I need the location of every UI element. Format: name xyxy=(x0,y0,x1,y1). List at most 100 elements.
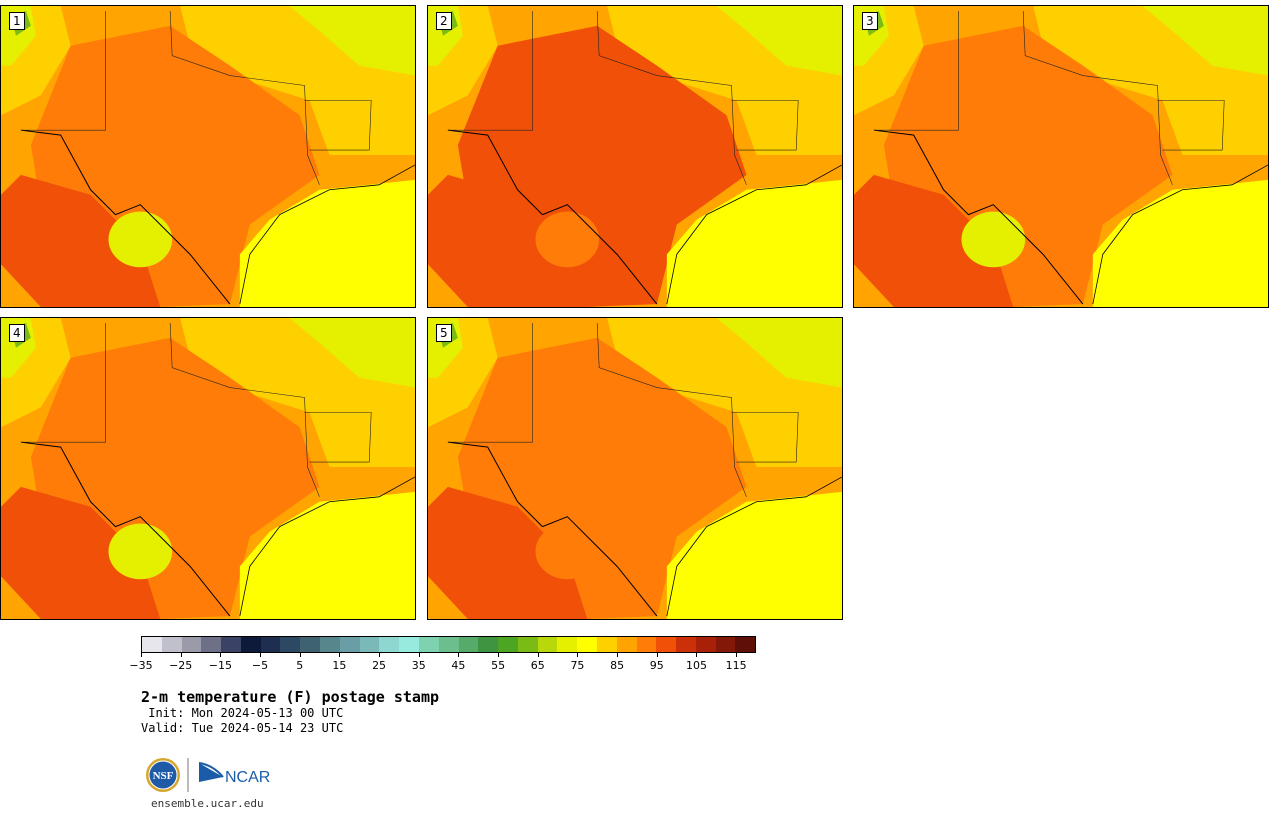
colorbar-tick xyxy=(577,653,579,657)
colorbar-cell xyxy=(320,637,340,652)
hot-region xyxy=(1,486,161,619)
stamp-panel-4: 4 xyxy=(0,317,416,620)
colorbar-tick xyxy=(498,653,500,657)
plateau-region xyxy=(535,523,600,580)
colorbar-cell xyxy=(260,637,281,652)
colorbar-tick-label: −5 xyxy=(251,659,269,672)
border-line xyxy=(873,129,1084,305)
mild-region xyxy=(1142,6,1268,76)
site-url: ensemble.ucar.edu xyxy=(151,797,264,810)
plateau-region xyxy=(535,211,600,268)
plateau-region xyxy=(961,211,1026,268)
nsf-logo-icon: NSF xyxy=(146,758,180,792)
gulf-region xyxy=(666,179,842,307)
colorbar-tick xyxy=(260,653,262,657)
state-line xyxy=(1022,10,1173,185)
stamp-number: 4 xyxy=(9,324,25,342)
border-line xyxy=(447,129,658,305)
colorbar-cell xyxy=(221,637,241,652)
state-line xyxy=(304,412,372,463)
stamp-number: 3 xyxy=(862,12,878,30)
nsf-logo-text: NSF xyxy=(153,770,174,782)
colorbar-tick-label: 45 xyxy=(451,659,466,672)
colorbar-cell xyxy=(161,637,182,652)
stamp-panel-1: 1 xyxy=(0,5,416,308)
colorbar-cell xyxy=(557,637,578,652)
stamp-panel-3: 3 xyxy=(853,5,1269,308)
plateau-region xyxy=(108,211,173,268)
colorbar-tick-label: 105 xyxy=(685,659,707,672)
stamp-number: 2 xyxy=(436,12,452,30)
hot-region xyxy=(428,486,588,619)
mild-region xyxy=(289,318,415,388)
colorbar-cell xyxy=(537,637,558,652)
colorbar-tick xyxy=(696,653,698,657)
colorbar-tick xyxy=(656,653,658,657)
init-time: Init: Mon 2024-05-13 00 UTC xyxy=(141,706,344,720)
colorbar-cell xyxy=(379,637,400,652)
coast-line xyxy=(666,476,842,617)
colorbar-tick-label: 85 xyxy=(610,659,625,672)
colorbar-tick-label: 25 xyxy=(372,659,387,672)
colorbar-cell xyxy=(240,637,261,652)
hot-region xyxy=(428,174,588,307)
coast-line xyxy=(666,164,842,305)
logo-group: NSF NCAR xyxy=(143,755,283,795)
state-line xyxy=(596,10,747,185)
colorbar-cell xyxy=(438,637,459,652)
coast-line xyxy=(1092,164,1268,305)
temperature-map xyxy=(428,6,842,307)
colorbar-tick-label: −35 xyxy=(129,659,153,672)
state-line xyxy=(731,412,799,463)
temperature-map xyxy=(1,318,415,619)
colorbar-cell xyxy=(517,637,538,652)
temperature-map xyxy=(428,318,842,619)
colorbar-tick-label: 55 xyxy=(491,659,506,672)
state-line xyxy=(873,10,959,131)
temperature-map xyxy=(854,6,1268,307)
state-line xyxy=(447,10,533,131)
colorbar-cell xyxy=(181,637,202,652)
colorbar xyxy=(141,636,756,653)
colorbar-tick xyxy=(339,653,341,657)
colorbar-cell xyxy=(498,637,518,652)
colorbar-tick-label: 15 xyxy=(332,659,347,672)
colorbar-cell xyxy=(399,637,419,652)
stamp-panel-2: 2 xyxy=(427,5,843,308)
gulf-region xyxy=(239,491,415,619)
colorbar-tick xyxy=(418,653,420,657)
colorbar-tick-label: 115 xyxy=(725,659,747,672)
colorbar-tick-label: 75 xyxy=(570,659,585,672)
ncar-logo-icon: NCAR xyxy=(198,762,270,786)
stamp-number: 5 xyxy=(436,324,452,342)
colorbar-cell xyxy=(656,637,677,652)
hot-region xyxy=(1,174,161,307)
border-line xyxy=(20,441,231,617)
colorbar-tick xyxy=(220,653,222,657)
colorbar-tick-label: −15 xyxy=(208,659,232,672)
colorbar-tick-label: 95 xyxy=(649,659,664,672)
colorbar-cell xyxy=(142,637,162,652)
colorbar-cell xyxy=(339,637,360,652)
state-line xyxy=(20,322,106,443)
state-line xyxy=(20,10,106,131)
colorbar-cell xyxy=(300,637,321,652)
colorbar-cell xyxy=(596,637,617,652)
colorbar-tick xyxy=(736,653,738,657)
colorbar-cell xyxy=(636,637,657,652)
colorbar-tick xyxy=(379,653,381,657)
colorbar-cell xyxy=(418,637,439,652)
colorbar-cell xyxy=(478,637,499,652)
state-line xyxy=(596,322,747,497)
state-line xyxy=(169,10,320,185)
colorbar-cell xyxy=(676,637,696,652)
colorbar-tick-label: 35 xyxy=(411,659,426,672)
coast-line xyxy=(239,164,415,305)
state-line xyxy=(304,100,372,151)
colorbar-tick xyxy=(141,653,142,657)
hot-region xyxy=(854,174,1014,307)
colorbar-cell xyxy=(577,637,597,652)
colorbar-tick-label: 5 xyxy=(296,659,304,672)
colorbar-tick xyxy=(617,653,619,657)
mild-region xyxy=(289,6,415,76)
